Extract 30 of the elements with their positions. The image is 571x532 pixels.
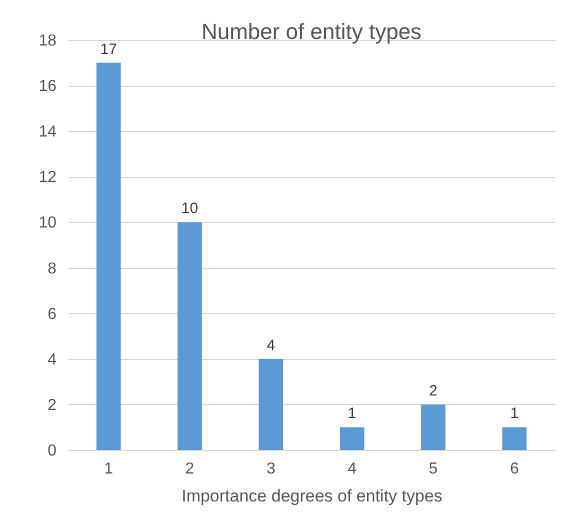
data-label: 2 bbox=[429, 382, 438, 400]
x-tick-label: 1 bbox=[104, 460, 114, 478]
x-tick-label: 5 bbox=[428, 460, 438, 478]
data-label: 10 bbox=[181, 200, 198, 218]
data-label: 1 bbox=[510, 405, 519, 422]
y-tick-label: 14 bbox=[38, 124, 57, 141]
data-label: 1 bbox=[348, 405, 356, 422]
data-label: 4 bbox=[266, 336, 276, 354]
y-tick-label: 2 bbox=[48, 396, 57, 414]
x-tick-label: 2 bbox=[185, 460, 194, 478]
bar bbox=[96, 62, 121, 450]
x-tick-label: 6 bbox=[510, 460, 519, 478]
y-tick-label: 10 bbox=[38, 214, 57, 232]
y-tick-label: 4 bbox=[48, 351, 57, 368]
data-label: 17 bbox=[100, 40, 117, 58]
y-tick-label: 8 bbox=[48, 260, 57, 278]
x-tick-label: 4 bbox=[348, 460, 357, 478]
bar bbox=[178, 222, 202, 450]
y-tick-label: 6 bbox=[48, 306, 57, 323]
y-tick-label: 12 bbox=[38, 169, 57, 186]
y-tick-label: 16 bbox=[38, 78, 57, 96]
bar bbox=[421, 404, 446, 450]
y-tick-label: 18 bbox=[38, 32, 57, 50]
bar bbox=[502, 427, 527, 450]
x-axis-title: Importance degrees of entity types bbox=[182, 486, 442, 506]
bar bbox=[340, 427, 364, 450]
bar bbox=[258, 358, 284, 450]
y-tick-label: 0 bbox=[48, 442, 57, 460]
chart-title: Number of entity types bbox=[201, 19, 422, 44]
x-tick-label: 3 bbox=[266, 460, 276, 478]
